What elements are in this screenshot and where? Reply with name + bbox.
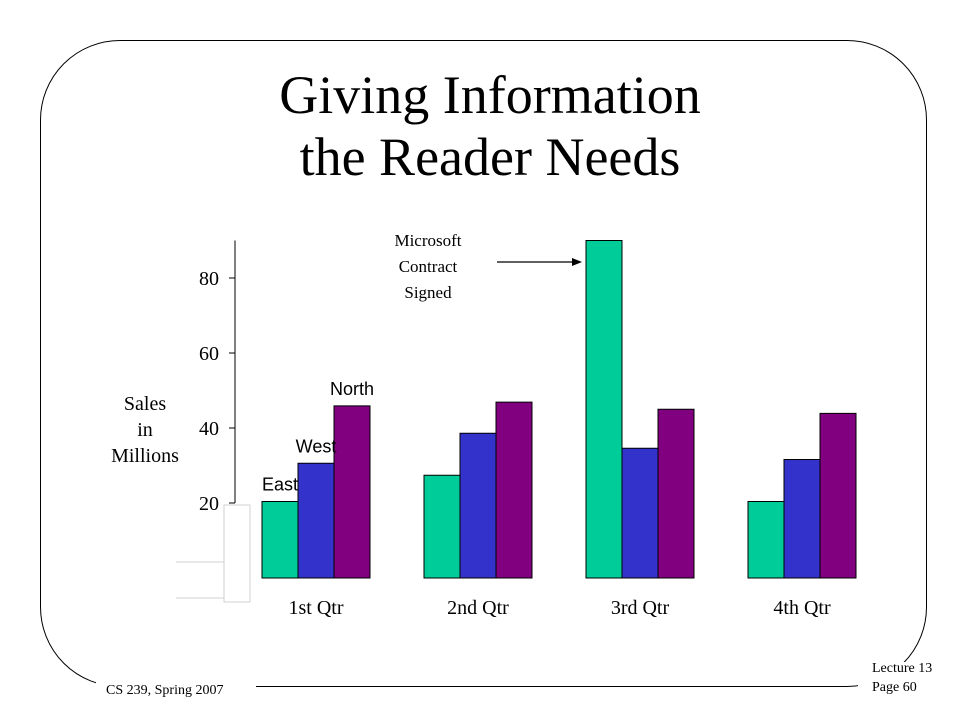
bar-west xyxy=(783,459,821,579)
bar-north xyxy=(333,405,371,579)
x-category-label: 4th Qtr xyxy=(773,597,831,619)
title-line-2: the Reader Needs xyxy=(299,127,681,188)
bar-west xyxy=(297,462,335,579)
annotation-text-line: Contract xyxy=(399,257,458,276)
course-footer: CS 239, Spring 2007 xyxy=(106,683,224,698)
slide-frame xyxy=(40,40,927,687)
frame-gap-left xyxy=(96,674,256,700)
annotation-text-line: Signed xyxy=(404,283,452,302)
bar-north xyxy=(495,401,533,579)
y-axis-label-line: Millions xyxy=(111,445,179,467)
annotation-text-line: Microsoft xyxy=(394,231,461,250)
x-category-label: 3rd Qtr xyxy=(611,597,670,619)
page-footer: Lecture 13 Page 60 xyxy=(872,660,932,698)
bar-west xyxy=(621,447,659,579)
axis-ghost-outline xyxy=(176,504,251,603)
lecture-number: Lecture 13 xyxy=(872,661,933,676)
slide-title: Giving Information the Reader Needs xyxy=(180,64,800,188)
page-number: Page 60 xyxy=(872,679,917,695)
x-category-label: 2nd Qtr xyxy=(447,597,509,619)
series-label-west: West xyxy=(296,436,337,456)
annotation-arrowhead xyxy=(572,258,582,266)
x-category-label: 1st Qtr xyxy=(289,597,344,619)
y-tick-label: 40 xyxy=(199,418,219,440)
series-label-north: North xyxy=(330,379,374,399)
series-label-east: East xyxy=(262,475,298,495)
bar-north xyxy=(657,408,695,579)
bar-east xyxy=(261,501,299,579)
y-tick-label: 20 xyxy=(199,493,219,515)
bar-north xyxy=(819,412,857,579)
y-axis-label-line: Sales xyxy=(124,393,166,415)
frame-gap-right xyxy=(858,662,948,720)
title-line-1: Giving Information xyxy=(279,65,701,125)
bar-east xyxy=(585,240,623,579)
y-tick-label: 60 xyxy=(199,343,219,365)
bar-west xyxy=(459,432,497,579)
bar-east xyxy=(747,501,785,579)
bar-east xyxy=(423,474,461,579)
y-axis-label-line: in xyxy=(137,419,153,441)
y-tick-label: 80 xyxy=(199,268,219,290)
